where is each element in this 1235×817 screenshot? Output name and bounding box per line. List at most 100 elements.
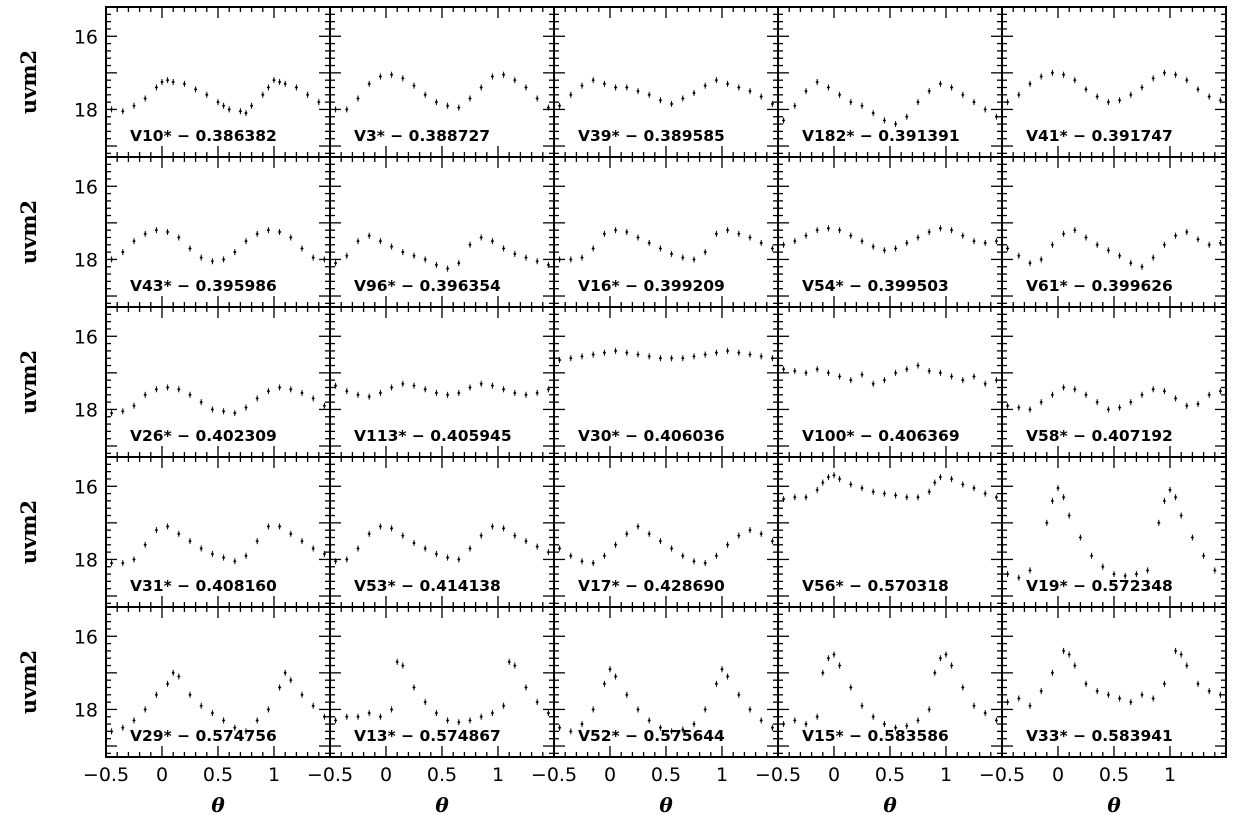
data-point: [1151, 386, 1155, 393]
panel-label: V56* − 0.570318: [802, 577, 949, 595]
data-point: [306, 91, 310, 98]
data-point: [412, 539, 416, 546]
x-tick-label: 0.5: [1099, 764, 1129, 786]
data-point: [233, 724, 237, 731]
data-point: [950, 662, 954, 669]
data-point: [1162, 497, 1166, 504]
data-point: [983, 239, 987, 246]
data-point: [580, 353, 584, 360]
data-point: [188, 391, 192, 398]
data-point: [535, 389, 539, 396]
data-point: [1017, 404, 1021, 411]
data-point: [614, 84, 618, 91]
data-point: [524, 391, 528, 398]
panel-3: V39* − 0.389585: [553, 6, 779, 158]
data-point: [647, 239, 651, 246]
data-point: [1106, 691, 1110, 698]
data-point: [1106, 406, 1110, 413]
data-point: [121, 560, 125, 567]
data-point: [1095, 93, 1099, 100]
data-point: [1062, 230, 1066, 237]
x-tick-label: 0: [1052, 764, 1064, 786]
panel-12: V113* − 0.405945: [329, 306, 555, 458]
data-point: [916, 494, 920, 501]
data-point: [378, 73, 382, 80]
data-point: [1162, 388, 1166, 395]
data-point: [334, 558, 338, 565]
data-point: [804, 88, 808, 95]
panel-11: V26* − 0.402309: [105, 306, 331, 458]
data-point: [950, 227, 954, 234]
x-tick-label: 0: [380, 764, 392, 786]
data-point: [961, 91, 965, 98]
data-point: [233, 410, 237, 417]
data-point: [608, 666, 612, 673]
data-point: [390, 706, 394, 713]
data-point: [636, 706, 640, 713]
data-point: [882, 117, 886, 124]
data-point: [356, 95, 360, 102]
data-point: [894, 245, 898, 252]
data-point: [199, 254, 203, 261]
data-point: [625, 530, 629, 537]
data-point: [692, 353, 696, 360]
data-point: [334, 106, 338, 113]
data-point: [1067, 651, 1071, 658]
data-point: [182, 80, 186, 87]
data-point: [546, 549, 550, 556]
data-point: [546, 104, 550, 111]
data-point: [490, 382, 494, 389]
data-point: [636, 234, 640, 241]
data-point: [1050, 669, 1054, 676]
data-point: [804, 232, 808, 239]
data-point: [602, 552, 606, 559]
panel-18: V17* − 0.428690: [553, 456, 779, 608]
data-point: [849, 99, 853, 106]
data-point: [255, 717, 259, 724]
data-point: [490, 238, 494, 245]
data-point: [110, 410, 114, 417]
data-point: [972, 485, 976, 492]
data-point: [311, 254, 315, 261]
panel-label: V100* − 0.406369: [802, 427, 960, 445]
x-axis-title: θ: [659, 793, 673, 817]
data-point: [804, 494, 808, 501]
panel-label: V61* − 0.399626: [1026, 277, 1173, 295]
data-point: [266, 706, 270, 713]
data-point: [1062, 71, 1066, 78]
data-point: [815, 713, 819, 720]
data-point: [1101, 563, 1105, 570]
data-point: [166, 384, 170, 391]
data-point: [759, 93, 763, 100]
data-point: [950, 373, 954, 380]
data-point: [227, 106, 231, 113]
data-point: [446, 102, 450, 109]
x-tick-label: −0.5: [979, 764, 1025, 786]
data-point: [110, 106, 114, 113]
data-point: [1084, 680, 1088, 687]
data-point: [289, 234, 293, 241]
data-point: [832, 651, 836, 658]
data-point: [479, 234, 483, 241]
data-point: [972, 373, 976, 380]
y-tick-label: 18: [74, 549, 98, 571]
data-point: [737, 532, 741, 539]
data-point: [1207, 93, 1211, 100]
data-point: [266, 84, 270, 91]
data-point: [882, 247, 886, 254]
data-point: [188, 691, 192, 698]
data-point: [1179, 512, 1183, 519]
data-point: [614, 347, 618, 354]
data-point: [950, 475, 954, 482]
data-point: [300, 538, 304, 545]
data-point: [815, 227, 819, 234]
panel-8: V16* − 0.399209: [553, 156, 779, 308]
data-point: [636, 351, 640, 358]
data-point: [177, 386, 181, 393]
data-point: [625, 349, 629, 356]
data-point: [334, 717, 338, 724]
data-point: [322, 713, 326, 720]
panel-label: V52* − 0.575644: [578, 727, 725, 745]
data-point: [1196, 400, 1200, 407]
data-point: [311, 395, 315, 402]
